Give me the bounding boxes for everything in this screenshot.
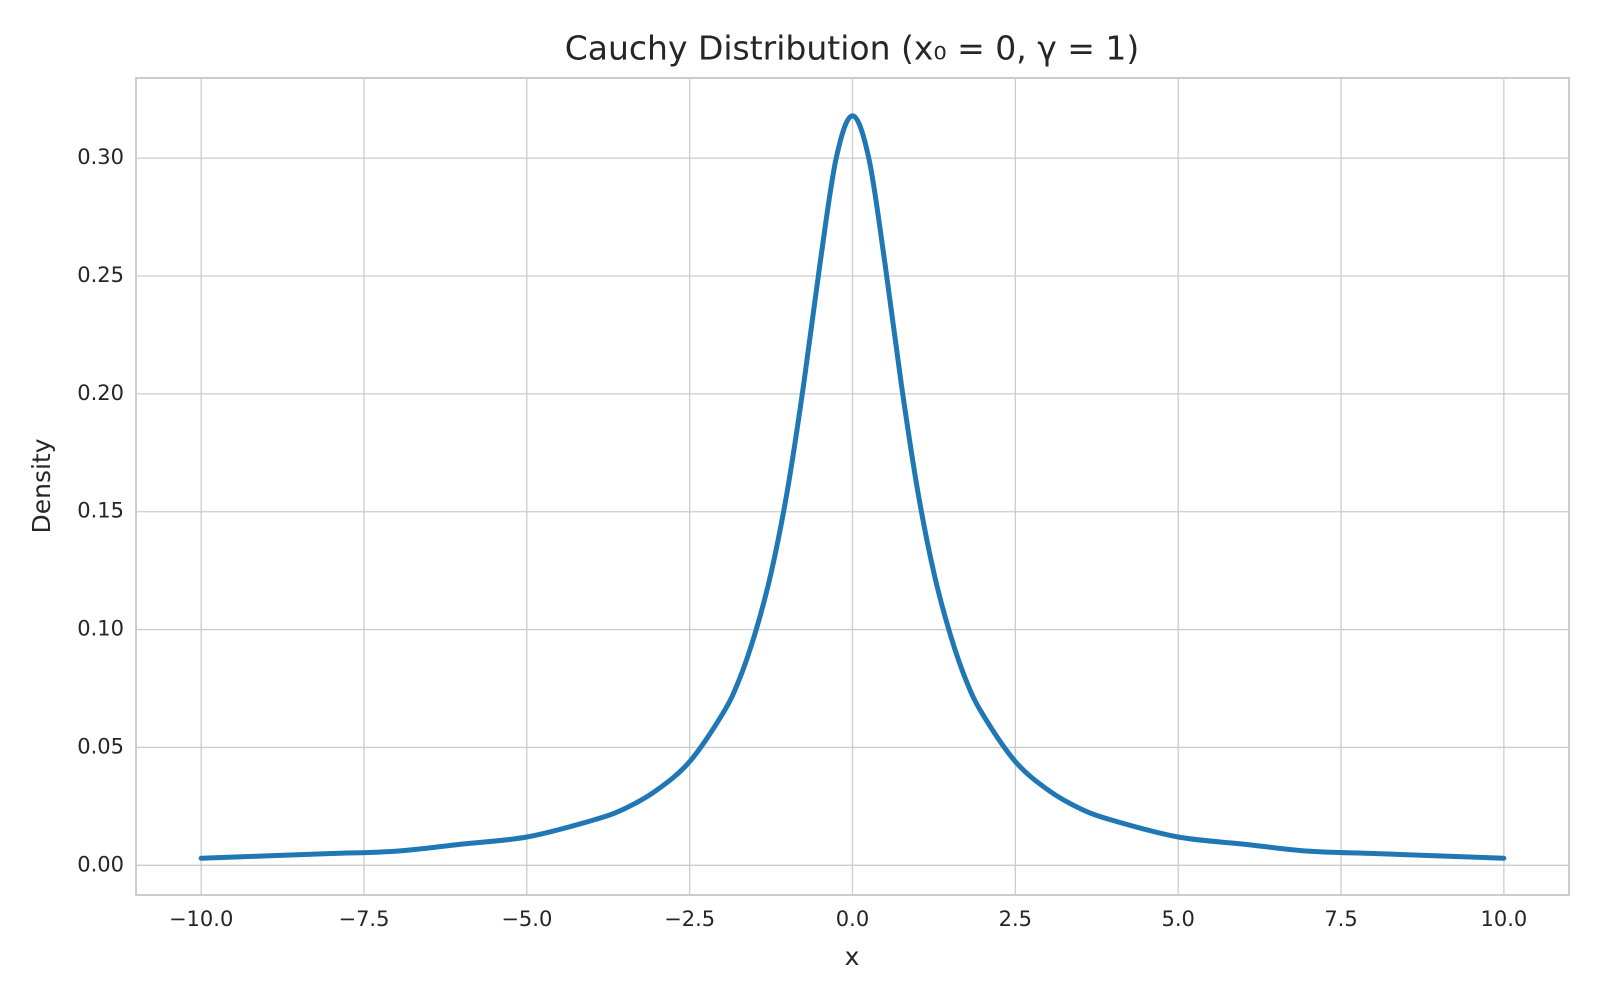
x-tick-label: −10.0 <box>169 907 233 931</box>
x-tick-label: 0.0 <box>836 907 869 931</box>
x-tick-label: 2.5 <box>999 907 1032 931</box>
x-tick-label: 10.0 <box>1480 907 1527 931</box>
x-tick-label: 7.5 <box>1324 907 1357 931</box>
plot-frame <box>135 77 1570 896</box>
y-tick-label: 0.05 <box>77 734 124 758</box>
x-tick-label: 5.0 <box>1161 907 1194 931</box>
y-axis-label: Density <box>27 438 56 533</box>
x-tick-label: −5.0 <box>501 907 552 931</box>
y-tick-label: 0.15 <box>77 499 124 523</box>
y-tick-label: 0.20 <box>77 381 124 405</box>
line-series <box>198 113 1507 861</box>
x-axis-label: x <box>845 942 860 971</box>
chart-title: Cauchy Distribution (x₀ = 0, γ = 1) <box>565 29 1140 68</box>
y-tick-label: 0.10 <box>77 617 124 641</box>
x-tick-label: −2.5 <box>664 907 715 931</box>
y-tick-label: 0.25 <box>77 263 124 287</box>
y-tick-label: 0.00 <box>77 852 124 876</box>
x-tick-label: −7.5 <box>338 907 389 931</box>
y-tick-label: 0.30 <box>77 145 124 169</box>
